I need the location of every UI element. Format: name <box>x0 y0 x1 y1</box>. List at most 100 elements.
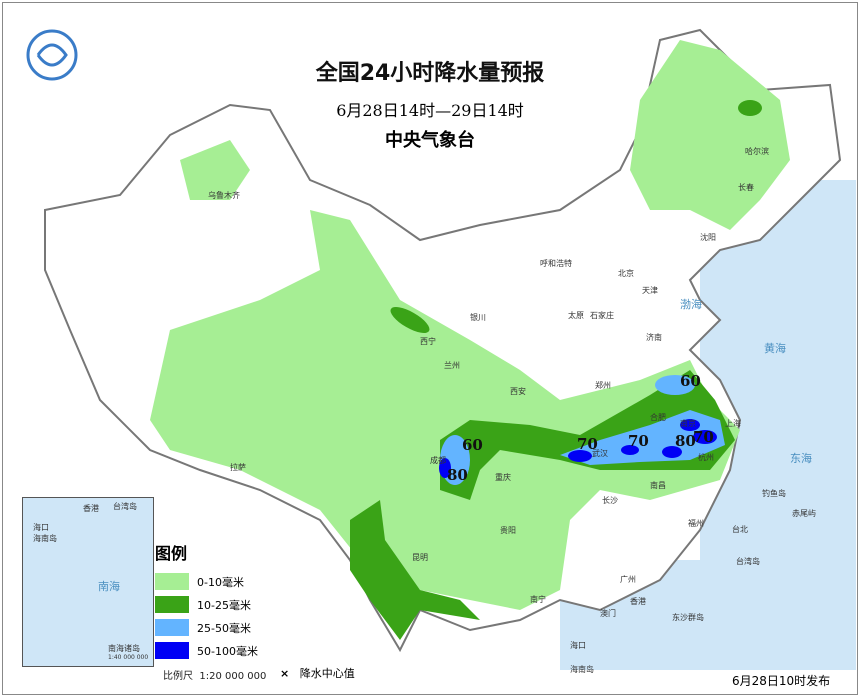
city-label: 石家庄 <box>590 311 614 320</box>
legend-swatch <box>155 596 189 613</box>
rain-zone-10-25-sw <box>350 500 480 640</box>
island-label: 东沙群岛 <box>672 613 704 622</box>
rain-center-legend: × 降水中心值 <box>280 665 355 681</box>
city-label: 呼和浩特 <box>540 259 572 268</box>
rain-zone-50-100 <box>680 419 700 431</box>
inset-label: 香港 <box>83 504 99 513</box>
inset-scale: 1:40 000 000 <box>108 654 149 661</box>
sea-label: 东海 <box>790 452 812 465</box>
rain-center-value: 70 <box>577 435 598 453</box>
city-label: 南京 <box>680 419 696 428</box>
city-label: 香港 <box>630 597 646 606</box>
island-label: 海南岛 <box>570 665 594 674</box>
city-label: 福州 <box>688 519 704 528</box>
city-label: 长春 <box>738 183 754 192</box>
city-label: 台北 <box>732 525 748 534</box>
city-label: 银川 <box>470 313 486 322</box>
rain-center-value: 60 <box>462 436 483 454</box>
rain-center-value: 80 <box>675 432 696 450</box>
city-label: 哈尔滨 <box>745 147 769 156</box>
sea-label: 黄海 <box>764 342 786 355</box>
city-label: 天津 <box>642 286 658 295</box>
legend-label: 25-50毫米 <box>197 621 251 635</box>
city-label: 合肥 <box>650 413 666 422</box>
rain-zone-10-25 <box>440 370 735 500</box>
city-label: 杭州 <box>698 453 714 462</box>
city-label: 拉萨 <box>230 463 246 472</box>
city-label: 广州 <box>620 575 636 584</box>
city-label: 南昌 <box>650 481 666 490</box>
organization: 中央气象台 <box>385 130 475 151</box>
rain-zone-50-100 <box>621 445 639 455</box>
city-label: 太原 <box>568 311 584 320</box>
legend: 图例 0-10毫米 10-25毫米 25-50毫米 50-100毫米 <box>155 540 258 662</box>
rain-zone-10-25-qinghai <box>390 307 430 333</box>
legend-swatch <box>155 642 189 659</box>
city-label: 贵阳 <box>500 526 516 535</box>
rain-zone-50-100 <box>568 450 592 462</box>
legend-swatch <box>155 573 189 590</box>
city-label: 郑州 <box>595 381 611 390</box>
rain-center-value: 70 <box>628 432 649 450</box>
legend-item: 25-50毫米 <box>155 616 258 639</box>
legend-title: 图例 <box>155 544 188 563</box>
city-label: 济南 <box>646 333 662 342</box>
cma-logo-mark <box>36 43 68 67</box>
city-label: 北京 <box>618 269 634 278</box>
inset-label: 海口 <box>33 523 49 532</box>
inset-label: 海南岛 <box>33 534 57 543</box>
rain-center-label: 降水中心值 <box>299 667 355 680</box>
city-label: 重庆 <box>495 473 511 482</box>
legend-item: 0-10毫米 <box>155 570 258 593</box>
legend-label: 50-100毫米 <box>197 644 258 658</box>
city-label: 长沙 <box>602 496 618 505</box>
sea-label: 渤海 <box>680 298 702 311</box>
rain-center-value: 80 <box>447 466 468 484</box>
island-label: 赤尾屿 <box>792 509 816 518</box>
city-label: 上海 <box>725 419 741 428</box>
city-label: 昆明 <box>412 553 428 562</box>
rain-zone-0-10-ne <box>630 40 790 230</box>
rain-zone-50-100 <box>662 446 682 458</box>
scale-value: 1:20 000 000 <box>199 671 267 682</box>
city-label: 沈阳 <box>700 233 716 242</box>
legend-label: 10-25毫米 <box>197 598 251 612</box>
rain-zone-0-10-xinjiang <box>180 140 250 200</box>
rain-center-icon: × <box>280 667 290 680</box>
city-label: 乌鲁木齐 <box>208 191 240 200</box>
rain-zone-25-50-north <box>655 375 695 395</box>
city-label: 成都 <box>430 456 446 465</box>
rain-zone-50-100 <box>693 430 717 444</box>
rain-zone-50-100 <box>439 458 451 478</box>
inset-label: 台湾岛 <box>113 502 137 511</box>
inset-title: 南海诸岛 <box>108 644 140 653</box>
city-label: 海口 <box>570 641 586 650</box>
rain-center-value: 60 <box>680 372 701 390</box>
map-title: 全国24小时降水量预报 <box>315 61 545 86</box>
legend-item: 50-100毫米 <box>155 639 258 662</box>
city-label: 西安 <box>510 387 526 396</box>
rain-center-value: 70 <box>693 428 714 446</box>
south-china-sea-inset: 台湾岛 香港 海南岛 南海 海口 南海诸岛 1:40 000 000 <box>22 497 154 667</box>
issued-time: 6月28日10时发布 <box>732 674 831 688</box>
city-label: 西宁 <box>420 337 436 346</box>
rain-zone-10-25-ne <box>738 100 762 116</box>
forecast-period: 6月28日14时—29日14时 <box>336 101 524 120</box>
legend-swatch <box>155 619 189 636</box>
island-label: 台湾岛 <box>736 557 760 566</box>
city-label: 兰州 <box>444 361 460 370</box>
cma-logo <box>26 29 78 81</box>
legend-item: 10-25毫米 <box>155 593 258 616</box>
scale-label: 比例尺 <box>163 671 193 682</box>
rain-zone-0-10 <box>150 210 740 610</box>
scale-bar-label: 比例尺 1:20 000 000 <box>163 667 266 682</box>
city-label: 武汉 <box>592 449 608 458</box>
legend-label: 0-10毫米 <box>197 575 244 589</box>
city-label: 南宁 <box>530 595 546 604</box>
city-label: 澳门 <box>600 609 616 618</box>
island-label: 钓鱼岛 <box>762 489 786 498</box>
inset-label: 南海 <box>98 580 120 593</box>
